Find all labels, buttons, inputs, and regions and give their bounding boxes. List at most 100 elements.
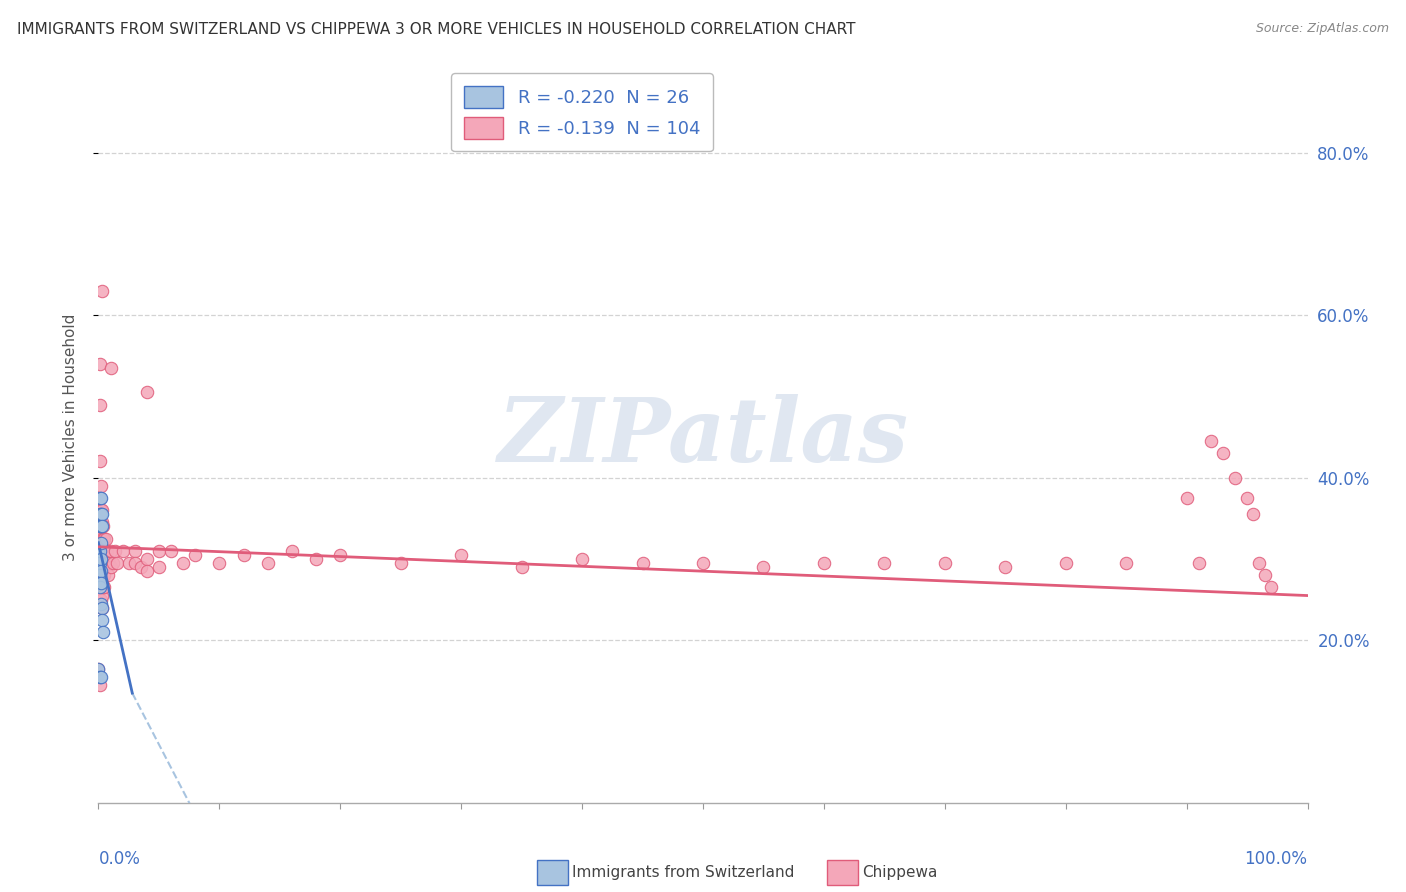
Point <box>89 670 111 684</box>
Point <box>91 568 114 582</box>
Point <box>91 589 114 603</box>
Point <box>208 556 231 570</box>
Point <box>89 357 111 371</box>
Point <box>256 556 278 570</box>
Point <box>89 516 111 530</box>
Point <box>93 556 115 570</box>
Point <box>90 564 112 578</box>
Point <box>148 544 170 558</box>
Point <box>87 556 110 570</box>
Point <box>90 508 112 522</box>
Point <box>91 576 114 591</box>
Text: ZIPatlas: ZIPatlas <box>498 394 908 480</box>
Point <box>89 398 111 412</box>
Point <box>89 568 111 582</box>
Point <box>100 544 122 558</box>
Point <box>97 556 120 570</box>
Point <box>91 540 114 554</box>
Point <box>96 556 118 570</box>
Point <box>89 581 111 595</box>
Point <box>90 519 112 533</box>
Point <box>89 556 111 570</box>
Point <box>118 556 141 570</box>
Point <box>105 556 128 570</box>
Point <box>90 552 112 566</box>
Point <box>90 519 112 533</box>
Point <box>100 560 122 574</box>
Point <box>148 560 170 574</box>
Point <box>87 662 110 676</box>
Point <box>91 532 114 546</box>
Point <box>87 544 110 558</box>
Point <box>89 592 111 607</box>
Point <box>87 662 110 676</box>
Point <box>89 581 111 595</box>
Point <box>510 560 533 574</box>
Point <box>450 548 472 562</box>
Point <box>232 548 254 562</box>
Point <box>1115 556 1137 570</box>
Legend: R = -0.220  N = 26, R = -0.139  N = 104: R = -0.220 N = 26, R = -0.139 N = 104 <box>451 73 713 152</box>
Point <box>90 581 112 595</box>
Point <box>90 532 112 546</box>
Point <box>90 535 112 549</box>
Point <box>93 568 115 582</box>
Point <box>87 576 110 591</box>
Text: Chippewa: Chippewa <box>862 865 938 880</box>
Point <box>1054 556 1077 570</box>
Point <box>124 544 146 558</box>
Point <box>135 552 157 566</box>
Point <box>1199 434 1222 449</box>
Point <box>89 491 111 505</box>
Point <box>91 516 114 530</box>
Point <box>994 560 1017 574</box>
Point <box>91 556 114 570</box>
Point <box>96 544 118 558</box>
Point <box>90 576 112 591</box>
Point <box>90 568 112 582</box>
Point <box>184 548 207 562</box>
Text: 100.0%: 100.0% <box>1244 850 1308 868</box>
Point <box>104 544 127 558</box>
Point <box>692 556 714 570</box>
Point <box>1188 556 1211 570</box>
Point <box>124 556 146 570</box>
Point <box>89 503 111 517</box>
Point <box>94 532 117 546</box>
Point <box>91 600 114 615</box>
Point <box>1236 491 1258 505</box>
Point <box>89 544 111 558</box>
Y-axis label: 3 or more Vehicles in Household: 3 or more Vehicles in Household <box>63 313 77 561</box>
Point <box>93 544 115 558</box>
Point <box>1241 508 1264 522</box>
Point <box>93 581 115 595</box>
Point <box>89 544 111 558</box>
Text: Immigrants from Switzerland: Immigrants from Switzerland <box>572 865 794 880</box>
Point <box>91 625 114 640</box>
Text: 0.0%: 0.0% <box>98 850 141 868</box>
Point <box>305 552 328 566</box>
Point <box>89 576 111 591</box>
Point <box>129 560 152 574</box>
Point <box>91 508 114 522</box>
Point <box>90 592 112 607</box>
Point <box>91 600 114 615</box>
Point <box>94 556 117 570</box>
Point <box>329 548 352 562</box>
Point <box>135 564 157 578</box>
Point <box>94 544 117 558</box>
Point <box>160 544 183 558</box>
Point <box>1249 556 1271 570</box>
Point <box>93 532 115 546</box>
Point <box>91 552 114 566</box>
Point <box>90 556 112 570</box>
Point <box>281 544 304 558</box>
Point <box>571 552 593 566</box>
Point <box>135 385 157 400</box>
Point <box>752 560 775 574</box>
Point <box>89 527 111 541</box>
Point <box>89 454 111 468</box>
Point <box>111 544 134 558</box>
Point <box>172 556 194 570</box>
Point <box>90 479 112 493</box>
